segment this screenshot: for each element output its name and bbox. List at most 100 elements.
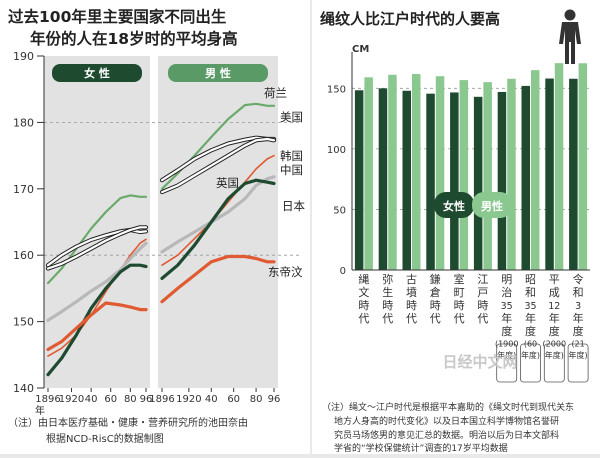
category-label: 代 [454,312,465,325]
category-label: (21 [571,340,584,349]
x-tick-label: 1920 [176,394,201,405]
series-label: 中国 [280,163,303,177]
x-tick-label: 1896 [35,394,60,405]
category-label: 弥 [382,272,393,286]
series-line-male [161,154,275,267]
series-label: 美国 [280,110,303,124]
bar-female [450,92,459,270]
category-label: 度 [525,324,536,338]
category-label: 代 [430,312,441,325]
category-label: 生 [382,285,393,299]
category-label: 戸 [477,286,488,299]
category-label: 昭 [525,273,536,286]
series-line-female [46,301,148,352]
category-label: 時 [454,299,465,312]
category-label: 代 [406,312,417,325]
female-header: 女 性 [84,66,110,80]
category-label: 年 [573,311,584,325]
series-label: 荷兰 [264,86,287,100]
category-label: 倉 [430,285,441,299]
bar-male [412,74,421,270]
y-tick-label: 100 [327,145,346,156]
category-label: 古 [406,273,417,286]
category-label: 時 [477,299,488,312]
category-label: 年度) [497,350,516,360]
category-label: 年 [549,311,560,325]
bar-female [497,91,507,270]
y-tick-label: 150 [13,316,34,329]
person-silhouette-icon [559,9,581,64]
y-tick-label: 150 [327,84,346,95]
left-panel: 过去100年里主要国家不同出生 年份的人在18岁时的平均身高 cm 女 性 男 … [0,0,310,454]
legend: 女性 男性 [434,192,512,218]
category-label: 代 [382,312,393,325]
category-label: 室 [454,272,465,286]
category-paren-box [543,343,565,383]
x-tick-label: 40 [85,394,98,405]
bar-male [578,63,588,270]
y-tick-label: 50 [333,205,346,216]
bar-female [378,88,388,270]
category-label: 江 [477,273,488,286]
category-label: 代 [358,312,369,325]
right-note-line4: 学省的“学校保健统计”调查的17岁平均数据 [334,442,508,454]
category-label: 時 [406,299,417,312]
series-line-female [46,263,148,377]
category-label: (60 [524,340,537,349]
category-label: 年度) [521,350,540,360]
category-label: 年度) [569,350,588,360]
right-panel: 绳纹人比江户时代的人要高 CM 0 50 100 150 縄文時代 弥生時代 古墳時代 鎌倉… [312,0,600,454]
category-label: 時 [358,299,369,312]
category-label: (1900 [495,340,518,349]
watermark: 日经中文网 [442,353,517,371]
right-title: 绳纹人比江户时代的人要高 [320,10,500,28]
x-tick-label: 96 [140,394,153,405]
category-label: 縄 [358,272,369,286]
series-label: 韩国 [280,149,303,163]
x-tick-label: 1920 [59,394,84,405]
bar-female [354,90,364,270]
category-label: 文 [358,285,369,299]
category-label: (2000 [543,340,566,349]
category-label: 時 [430,299,441,312]
category-label: 鎌 [430,272,441,286]
category-label: 年 [501,311,512,325]
category-label: 治 [501,285,512,299]
series-label: 英国 [216,176,239,190]
right-note-line3: 究员马场悠男的意见汇总的数据。明治以后为日本文部科 [334,429,559,441]
y-tick-label: 160 [13,249,34,262]
series-line-male [160,178,276,280]
x-tick-label: 1896 [149,394,174,405]
x-tick-label: 80 [124,394,137,405]
right-note-line2: 地方人身高的时代变化》以及日本国立科学博物馆名誉研 [334,415,559,427]
y-tick-label: 180 [13,116,34,129]
bar-female [521,85,530,271]
female-header-badge [52,64,142,82]
left-note-line2: 根据NCD-RisC的数据制图 [46,432,164,445]
category-label: 度 [573,324,584,338]
bar-female [545,78,554,270]
legend-female-badge [434,192,474,218]
category-label: 度 [501,324,512,338]
bar-female [569,78,578,270]
category-label: 和 [573,286,584,299]
x-tick-label: 96 [268,394,281,405]
category-paren-box [520,343,541,383]
category-label: 町 [454,286,465,299]
bar-male [554,63,564,270]
right-note-line1: （注）绳文〜江户时代是根据平本嘉助的《绳文时代到现代关东 [322,401,574,413]
left-title-line2: 年份的人在18岁时的平均身高 [30,29,238,48]
bar-female [473,96,483,270]
male-panel-bg [158,56,278,388]
bar-male [531,70,540,271]
category-paren-box [496,343,518,383]
bar-male [364,77,373,270]
male-header-badge [168,64,268,82]
male-header: 男 性 [205,66,231,80]
x-tick-label: 80 [250,394,263,405]
category-label: 明 [501,273,512,286]
category-label: 35 [501,301,513,312]
series-label: 日本 [282,199,305,213]
